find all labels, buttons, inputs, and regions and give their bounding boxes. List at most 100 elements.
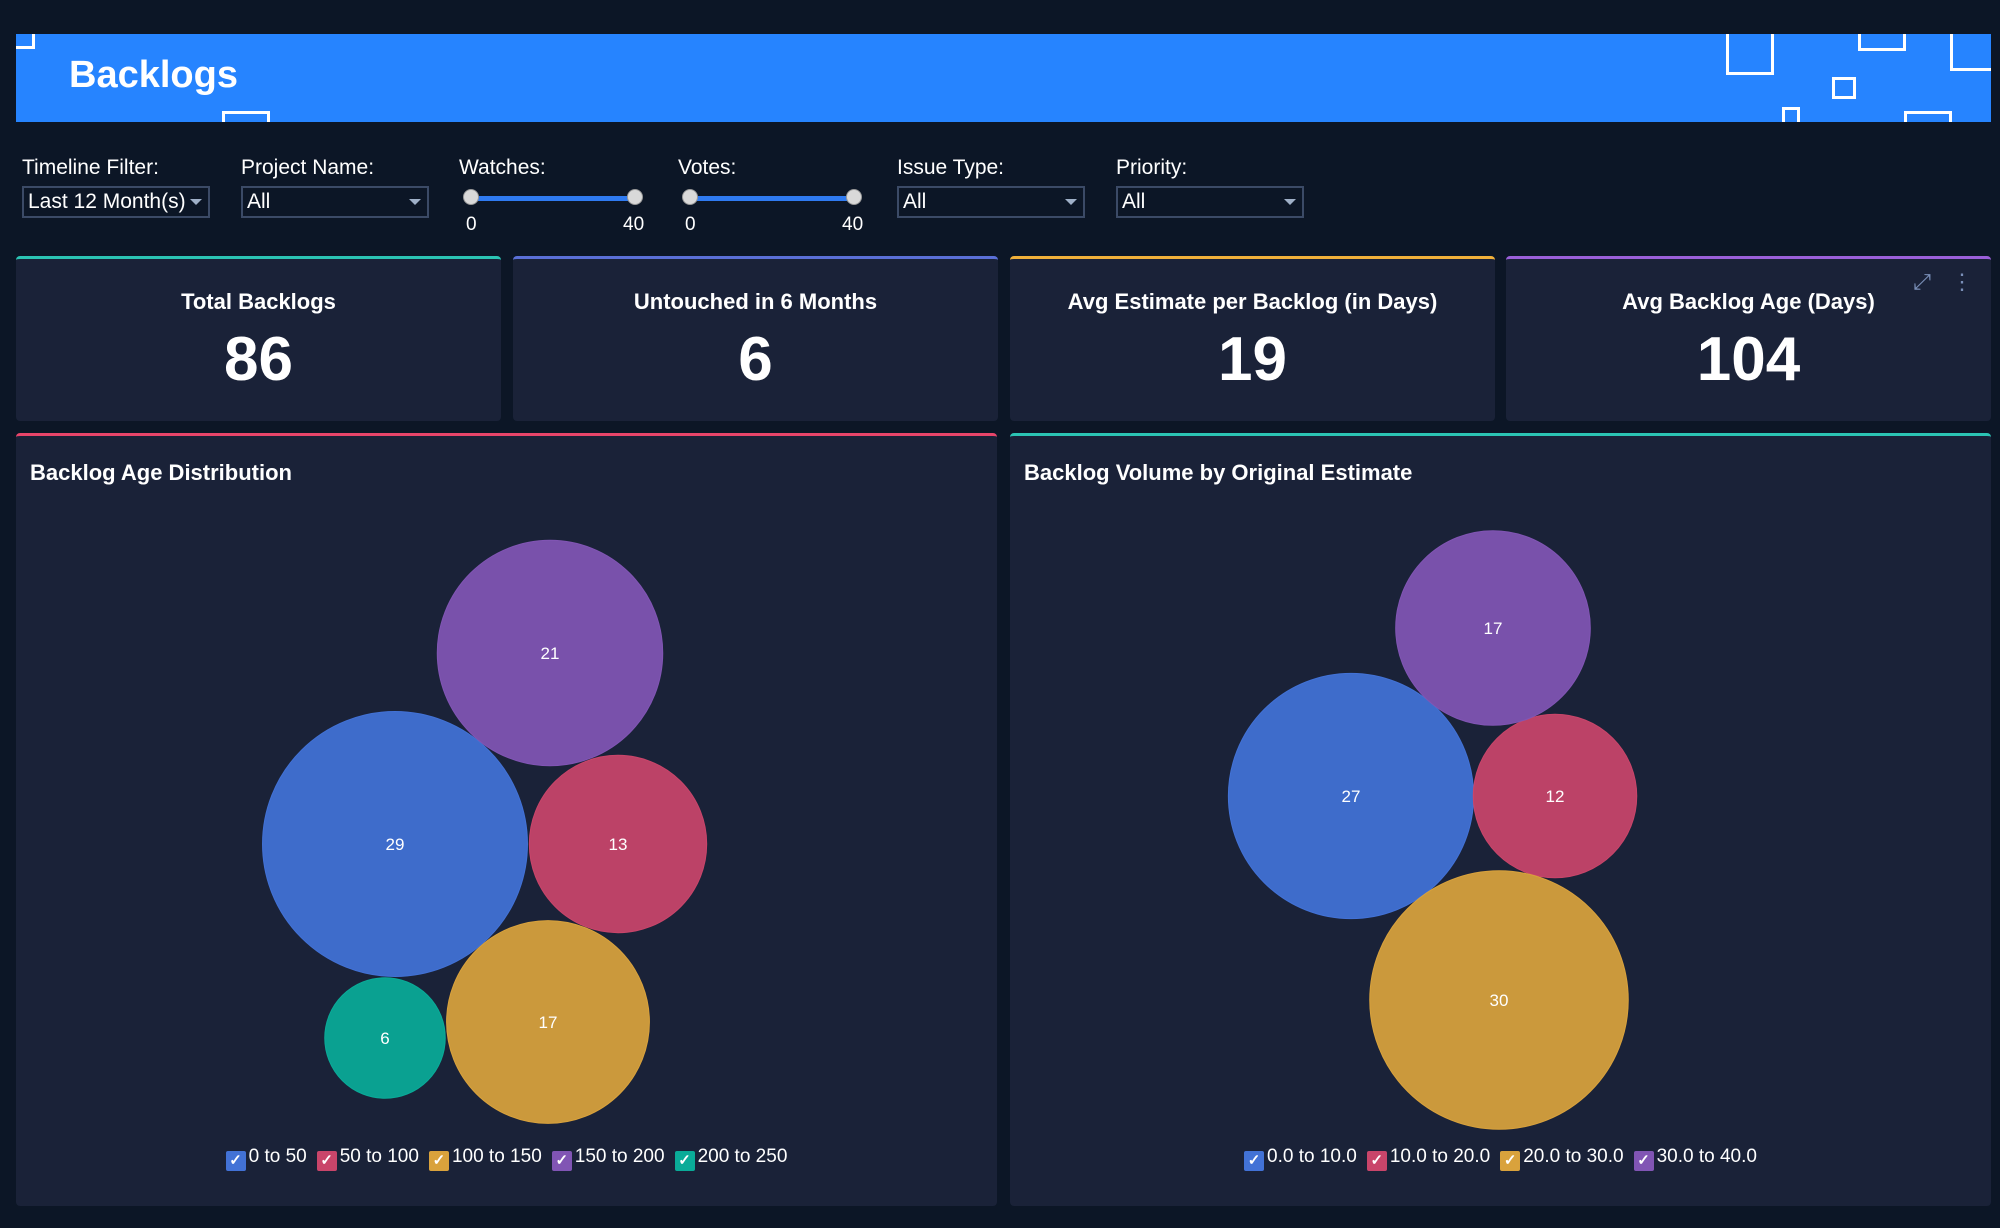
chart-title: Backlog Age Distribution bbox=[30, 460, 292, 485]
slider-min-value: 0 bbox=[685, 214, 696, 235]
legend-label: 150 to 200 bbox=[574, 1146, 665, 1167]
slider-track[interactable] bbox=[471, 196, 635, 201]
kpi-value: 6 bbox=[738, 325, 773, 394]
timeline-filter-label: Timeline Filter: bbox=[22, 156, 159, 179]
bubble-chart-estimate: 27 12 30 17 bbox=[1227, 530, 1638, 1130]
votes-filter-label: Votes: bbox=[678, 156, 737, 179]
project-filter-label: Project Name: bbox=[241, 156, 375, 179]
checkbox-icon[interactable]: ✓ bbox=[1244, 1151, 1265, 1171]
chart-title: Backlog Volume by Original Estimate bbox=[1024, 460, 1413, 485]
legend-label: 100 to 150 bbox=[451, 1146, 542, 1167]
slider-min-handle[interactable] bbox=[682, 189, 698, 205]
timeline-filter-select[interactable]: Last 12 Month(s) bbox=[22, 186, 210, 218]
slider-max-value: 40 bbox=[623, 214, 645, 235]
decoration-square bbox=[1726, 34, 1774, 75]
decoration-square bbox=[16, 34, 35, 49]
slider-min-handle[interactable] bbox=[463, 189, 479, 205]
decoration-square bbox=[222, 111, 270, 122]
legend-label: 20.0 to 30.0 bbox=[1523, 1146, 1624, 1167]
checkbox-icon[interactable]: ✓ bbox=[428, 1151, 449, 1171]
legend-item-20-0-to-30-0[interactable]: ✓ 20.0 to 30.0 bbox=[1500, 1146, 1624, 1171]
bubble-200-to-250[interactable] bbox=[324, 977, 446, 1099]
project-filter-select[interactable]: All bbox=[241, 186, 429, 218]
bubble-label: 29 bbox=[386, 835, 405, 854]
slider-track[interactable] bbox=[690, 196, 854, 201]
checkbox-icon[interactable]: ✓ bbox=[551, 1151, 572, 1171]
decoration-square bbox=[1858, 34, 1906, 51]
chart-panel-age-distribution: 29 13 17 21 6 Backlog Age Distribution ✓ 0 to… bbox=[16, 433, 997, 1206]
kpi-card-total-backlogs: Total Backlogs 86 bbox=[16, 256, 501, 421]
bubble-label: 13 bbox=[609, 835, 628, 854]
bubble-0-to-50[interactable] bbox=[262, 711, 528, 977]
bubble-chart-age: 29 13 17 21 6 bbox=[262, 539, 708, 1124]
slider-max-value: 40 bbox=[842, 214, 864, 235]
checkbox-icon[interactable]: ✓ bbox=[1633, 1151, 1654, 1171]
chart-legend: ✓ 0.0 to 10.0 ✓ 10.0 to 20.0 ✓ 20.0 to 30.0 ✓ 3… bbox=[1010, 1146, 1991, 1171]
kpi-card-avg-estimate: Avg Estimate per Backlog (in Days) 19 bbox=[1010, 256, 1495, 421]
legend-item-150-to-200[interactable]: ✓ 150 to 200 bbox=[551, 1146, 665, 1171]
watches-filter-label: Watches: bbox=[459, 156, 546, 179]
priority-filter: Priority: All bbox=[1116, 156, 1304, 218]
chart-legend: ✓ 0 to 50 ✓ 50 to 100 ✓ 100 to 150 ✓ 150 to 200… bbox=[16, 1146, 997, 1171]
timeline-filter: Timeline Filter: Last 12 Month(s) bbox=[22, 156, 210, 218]
project-filter-value: All bbox=[247, 190, 271, 213]
legend-item-50-to-100[interactable]: ✓ 50 to 100 bbox=[316, 1146, 419, 1171]
bubble-label: 27 bbox=[1342, 787, 1361, 806]
bubble-30-0-to-40-0[interactable] bbox=[1395, 530, 1591, 726]
chevron-down-icon bbox=[1284, 199, 1296, 205]
priority-filter-select[interactable]: All bbox=[1116, 186, 1304, 218]
bubble-label: 21 bbox=[541, 644, 560, 663]
legend-label: 10.0 to 20.0 bbox=[1389, 1146, 1491, 1167]
checkbox-icon[interactable]: ✓ bbox=[1500, 1151, 1521, 1171]
legend-item-10-0-to-20-0[interactable]: ✓ 10.0 to 20.0 bbox=[1366, 1146, 1491, 1171]
priority-filter-label: Priority: bbox=[1116, 156, 1188, 179]
issue-type-filter-select[interactable]: All bbox=[897, 186, 1085, 218]
timeline-filter-value: Last 12 Month(s) bbox=[28, 190, 186, 213]
watches-range-slider[interactable]: 0 40 bbox=[463, 186, 645, 236]
bubble-10-0-to-20-0[interactable] bbox=[1472, 713, 1638, 879]
checkbox-icon[interactable]: ✓ bbox=[225, 1151, 246, 1171]
legend-item-100-to-150[interactable]: ✓ 100 to 150 bbox=[428, 1146, 542, 1171]
legend-label: 200 to 250 bbox=[697, 1146, 788, 1167]
more-options-icon[interactable]: ⋮ bbox=[1951, 269, 1973, 294]
checkbox-icon[interactable]: ✓ bbox=[316, 1151, 337, 1171]
bubble-50-to-100[interactable] bbox=[528, 754, 708, 934]
decoration-square bbox=[1904, 111, 1952, 122]
legend-item-200-to-250[interactable]: ✓ 200 to 250 bbox=[674, 1146, 788, 1171]
decoration-square bbox=[1950, 34, 1991, 71]
checkbox-icon[interactable]: ✓ bbox=[1366, 1151, 1387, 1171]
expand-icon[interactable]: ⤢ bbox=[1913, 269, 1931, 294]
decoration-square bbox=[1832, 77, 1856, 99]
issue-type-filter-label: Issue Type: bbox=[897, 156, 1005, 179]
legend-label: 0 to 50 bbox=[248, 1146, 307, 1167]
chevron-down-icon bbox=[190, 199, 202, 205]
bubble-label: 17 bbox=[1484, 619, 1503, 638]
slider-max-handle[interactable] bbox=[846, 189, 862, 205]
kpi-value: 104 bbox=[1696, 325, 1801, 394]
kpi-title: Total Backlogs bbox=[181, 289, 336, 314]
checkbox-icon[interactable]: ✓ bbox=[674, 1151, 695, 1171]
bubble-100-to-150[interactable] bbox=[446, 920, 650, 1124]
chevron-down-icon bbox=[409, 199, 421, 205]
legend-item-30-0-to-40-0[interactable]: ✓ 30.0 to 40.0 bbox=[1633, 1146, 1757, 1171]
bubble-label: 30 bbox=[1490, 991, 1509, 1010]
bubble-20-0-to-30-0[interactable] bbox=[1369, 870, 1629, 1130]
kpi-card-untouched: Untouched in 6 Months 6 bbox=[513, 256, 998, 421]
kpi-toolbar: ⤢ ⋮ bbox=[1913, 269, 1973, 295]
bubble-150-to-200[interactable] bbox=[436, 539, 664, 767]
chevron-down-icon bbox=[1065, 199, 1077, 205]
legend-item-0-0-to-10-0[interactable]: ✓ 0.0 to 10.0 bbox=[1244, 1146, 1357, 1171]
watches-filter: Watches: 0 40 bbox=[459, 156, 645, 236]
legend-label: 30.0 to 40.0 bbox=[1656, 1146, 1757, 1167]
bubble-label: 6 bbox=[380, 1029, 389, 1048]
project-filter: Project Name: All bbox=[241, 156, 429, 218]
slider-max-handle[interactable] bbox=[627, 189, 643, 205]
legend-label: 0.0 to 10.0 bbox=[1267, 1146, 1357, 1167]
votes-range-slider[interactable]: 0 40 bbox=[682, 186, 864, 236]
legend-item-0-to-50[interactable]: ✓ 0 to 50 bbox=[225, 1146, 307, 1171]
kpi-card-avg-age: ⤢ ⋮ Avg Backlog Age (Days) 104 bbox=[1506, 256, 1991, 421]
bubble-label: 12 bbox=[1546, 787, 1565, 806]
header-banner: Backlogs bbox=[16, 34, 1991, 122]
decoration-square bbox=[1782, 107, 1800, 122]
bubble-label: 17 bbox=[539, 1013, 558, 1032]
